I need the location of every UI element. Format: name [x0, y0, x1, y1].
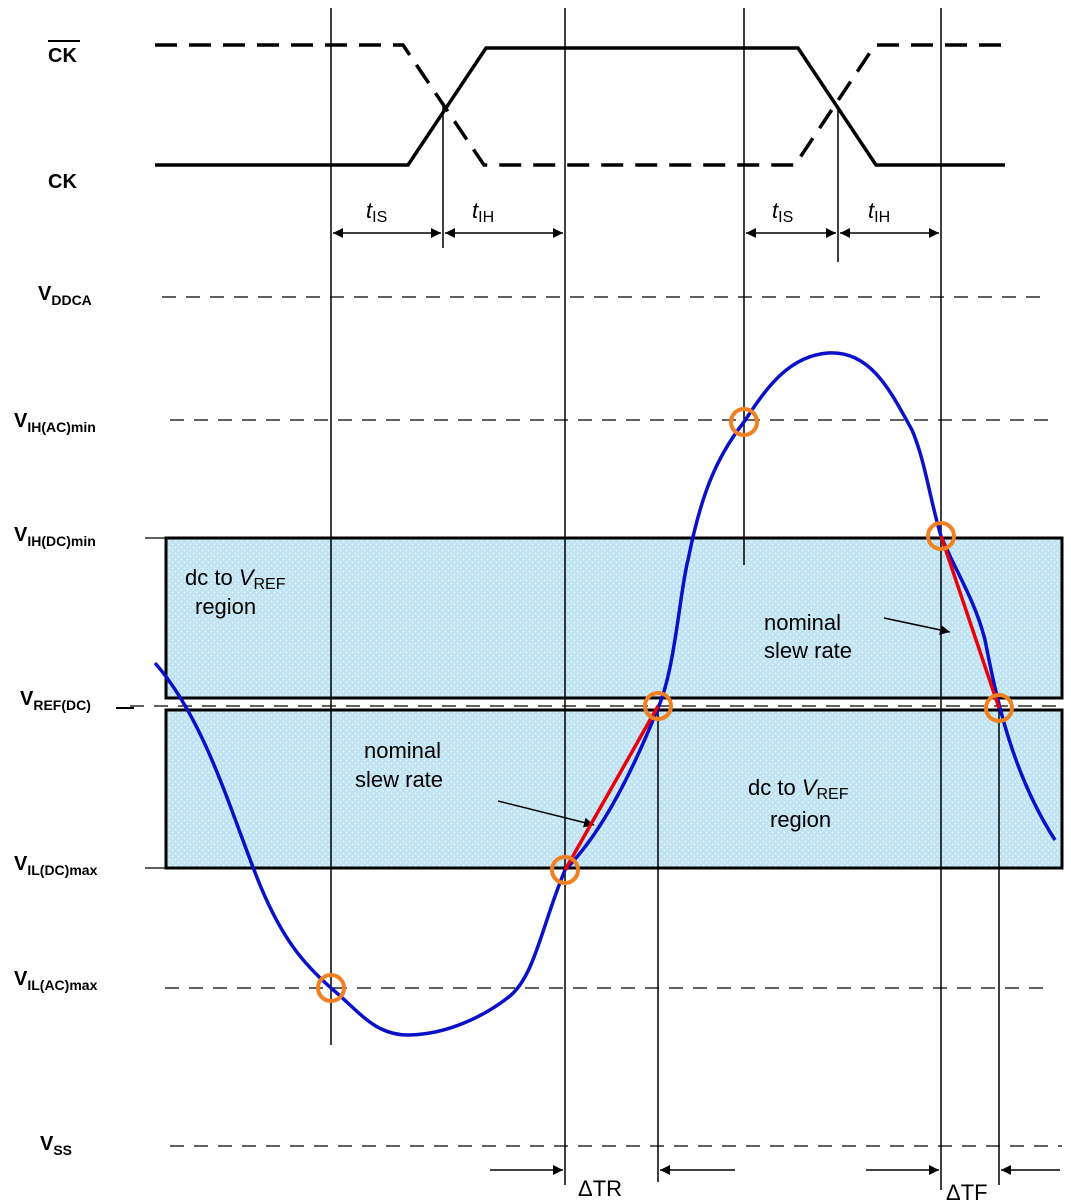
- vil-dc-label: VIL(DC)max: [14, 853, 98, 878]
- vih-dc-label: VIH(DC)min: [14, 524, 96, 549]
- vil-ac-label: VIL(AC)max: [14, 968, 98, 993]
- vddca-label: VDDCA: [38, 283, 92, 308]
- slew-upper-label-line1: nominal: [764, 610, 841, 635]
- tis-label-2: tIS: [772, 198, 793, 226]
- delta-tr-label: ΔTR: [578, 1176, 622, 1201]
- upper-dc-region: [164, 536, 1064, 700]
- ck-bar-waveform: [155, 43, 1005, 167]
- slew-upper-label-line2: slew rate: [764, 638, 852, 663]
- vih-ac-label: VIH(AC)min: [14, 410, 96, 435]
- tih-label-1: tIH: [472, 198, 494, 226]
- tis-label-1: tIS: [366, 198, 387, 226]
- marker-vref-rising: [643, 691, 673, 721]
- marker-vih-ac: [729, 407, 759, 437]
- slew-line-falling: [939, 535, 1001, 709]
- marker-vref-falling: [984, 693, 1014, 723]
- slew-line-rising: [563, 705, 660, 871]
- lower-region-label-line2: region: [770, 807, 831, 832]
- slew-pointer-lower: [497, 800, 595, 828]
- upper-region-label-line1: dc to VREF: [185, 565, 286, 593]
- lower-region-label-line1: dc to VREF: [748, 775, 849, 803]
- marker-vil-ac: [316, 973, 346, 1003]
- slew-lower-label-line1: nominal: [364, 738, 441, 763]
- vref-dc-label: VREF(DC): [20, 688, 91, 713]
- slew-pointer-upper: [883, 617, 951, 635]
- marker-vih-dc: [926, 521, 956, 551]
- ck-label: CK: [48, 171, 77, 193]
- input-waveform: [153, 351, 1057, 1037]
- lower-dc-region: [164, 708, 1064, 870]
- ck-waveform: [155, 46, 1005, 167]
- delta-tf-label: ΔTF: [946, 1180, 988, 1202]
- slew-lower-label-line2: slew rate: [355, 767, 443, 792]
- upper-region-label-line2: region: [195, 594, 256, 619]
- ck-bar-label: CK: [48, 45, 77, 67]
- vss-label: VSS: [40, 1133, 72, 1158]
- marker-vil-dc: [550, 855, 580, 885]
- tih-label-2: tIH: [868, 198, 890, 226]
